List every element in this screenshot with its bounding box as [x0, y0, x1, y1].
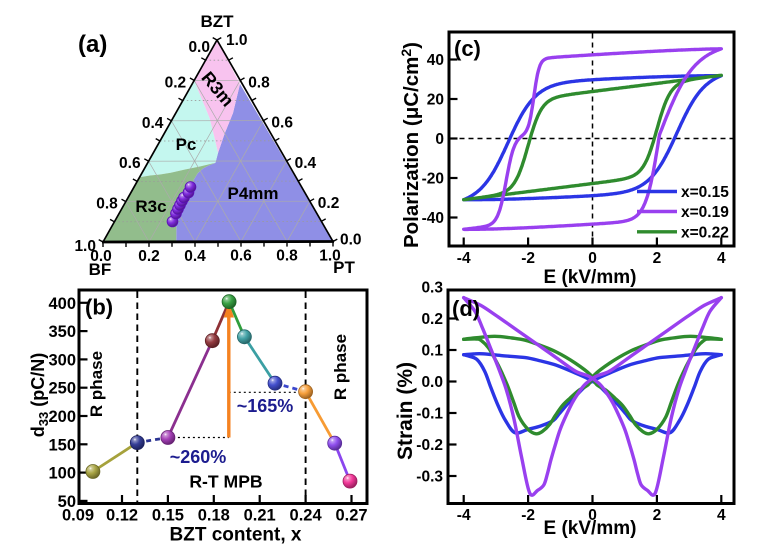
svg-text:50: 50 — [58, 493, 76, 511]
svg-text:Polarization (μC/cm2): Polarization (μC/cm2) — [398, 42, 423, 248]
svg-text:0.0: 0.0 — [340, 232, 362, 249]
svg-text:x=0.19: x=0.19 — [681, 204, 729, 221]
svg-text:BZT content, x: BZT content, x — [170, 525, 302, 546]
svg-text:0: 0 — [435, 131, 444, 148]
svg-text:x=0.22: x=0.22 — [681, 224, 729, 241]
svg-text:0.2: 0.2 — [318, 195, 340, 212]
svg-text:20: 20 — [427, 92, 444, 109]
svg-text:4: 4 — [717, 250, 726, 267]
svg-text:(b): (b) — [85, 295, 113, 320]
svg-text:~260%: ~260% — [170, 447, 227, 467]
svg-text:0.3: 0.3 — [421, 280, 443, 297]
svg-text:-2: -2 — [521, 507, 535, 524]
svg-text:(d): (d) — [452, 296, 480, 321]
svg-text:BZT: BZT — [200, 12, 234, 31]
svg-text:0.09: 0.09 — [62, 507, 94, 525]
svg-text:-4: -4 — [457, 507, 471, 524]
svg-text:-20: -20 — [422, 171, 444, 188]
svg-text:0.27: 0.27 — [335, 507, 367, 525]
svg-text:-0.1: -0.1 — [416, 406, 443, 423]
svg-text:0.0: 0.0 — [188, 39, 210, 56]
svg-text:0.0: 0.0 — [90, 248, 112, 265]
svg-text:0.15: 0.15 — [152, 507, 184, 525]
svg-text:0.4: 0.4 — [295, 155, 317, 172]
svg-text:2: 2 — [653, 250, 662, 267]
svg-text:PT: PT — [333, 258, 355, 277]
svg-text:400: 400 — [48, 295, 76, 313]
svg-text:E (kV/mm): E (kV/mm) — [544, 267, 637, 288]
svg-text:E (kV/mm): E (kV/mm) — [544, 518, 637, 539]
svg-text:0.8: 0.8 — [248, 74, 270, 91]
svg-text:-0.2: -0.2 — [416, 437, 443, 454]
svg-text:0.6: 0.6 — [271, 115, 293, 132]
svg-text:0.24: 0.24 — [290, 507, 323, 525]
svg-text:1.0: 1.0 — [74, 238, 96, 255]
svg-text:0.8: 0.8 — [276, 248, 298, 265]
svg-text:Pc: Pc — [176, 135, 197, 154]
svg-text:0: 0 — [588, 507, 597, 524]
svg-text:0.8: 0.8 — [96, 196, 118, 213]
svg-text:0.2: 0.2 — [165, 74, 187, 91]
svg-text:Strain (%): Strain (%) — [394, 362, 417, 460]
svg-text:R3c: R3c — [135, 197, 166, 216]
svg-text:0.6: 0.6 — [230, 248, 252, 265]
svg-text:4: 4 — [717, 507, 726, 524]
svg-text:0.4: 0.4 — [184, 248, 206, 265]
svg-text:x=0.15: x=0.15 — [681, 184, 729, 201]
svg-text:-0.3: -0.3 — [416, 469, 443, 486]
svg-text:-40: -40 — [422, 210, 444, 227]
svg-text:0.12: 0.12 — [106, 507, 138, 525]
svg-text:0.2: 0.2 — [138, 248, 160, 265]
svg-text:R phase: R phase — [87, 351, 106, 417]
svg-text:300: 300 — [48, 351, 76, 369]
svg-text:0.4: 0.4 — [142, 115, 164, 132]
svg-text:R phase: R phase — [331, 334, 350, 400]
svg-text:100: 100 — [48, 465, 76, 483]
svg-text:~165%: ~165% — [237, 396, 294, 416]
svg-text:0.0: 0.0 — [421, 374, 443, 391]
svg-text:0.1: 0.1 — [421, 343, 443, 360]
svg-text:2: 2 — [653, 507, 662, 524]
svg-text:250: 250 — [48, 380, 76, 398]
svg-text:1.0: 1.0 — [226, 32, 248, 49]
svg-text:0.6: 0.6 — [119, 155, 141, 172]
svg-text:1.0: 1.0 — [319, 248, 341, 265]
svg-text:0.21: 0.21 — [244, 507, 276, 525]
svg-text:P4mm: P4mm — [227, 184, 278, 203]
svg-text:(a): (a) — [78, 31, 107, 58]
svg-text:0.18: 0.18 — [198, 507, 230, 525]
svg-text:-2: -2 — [521, 250, 535, 267]
svg-text:150: 150 — [48, 436, 76, 454]
svg-text:350: 350 — [48, 323, 76, 341]
svg-text:-4: -4 — [457, 250, 471, 267]
svg-text:0: 0 — [588, 250, 597, 267]
svg-text:(c): (c) — [454, 36, 481, 61]
svg-text:200: 200 — [48, 408, 76, 426]
svg-text:BF: BF — [89, 260, 112, 279]
svg-text:R-T MPB: R-T MPB — [189, 472, 262, 492]
svg-text:40: 40 — [427, 52, 444, 69]
svg-text:0.2: 0.2 — [421, 311, 443, 328]
